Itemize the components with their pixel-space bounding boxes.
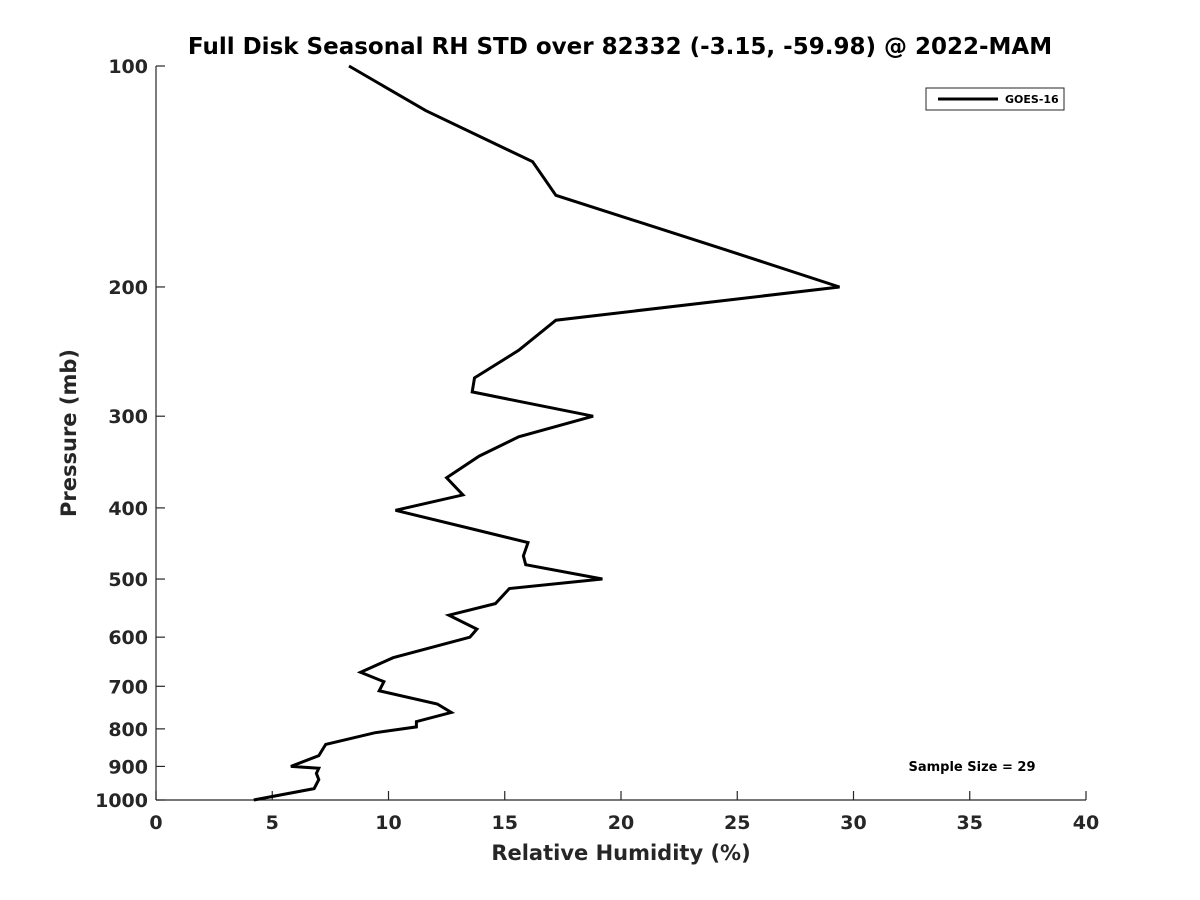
goes-16-series-line <box>253 64 840 802</box>
y-tick-label: 600 <box>108 627 148 649</box>
y-tick-label: 100 <box>108 56 148 78</box>
y-tick-label: 1000 <box>95 790 148 812</box>
y-tick-label: 800 <box>108 719 148 741</box>
chart-title: Full Disk Seasonal RH STD over 82332 (-3… <box>188 34 1052 60</box>
x-tick-label: 5 <box>266 812 279 834</box>
x-tick-label: 15 <box>492 812 518 834</box>
x-tick-label: 35 <box>957 812 983 834</box>
legend-label-goes-16: GOES-16 <box>1005 93 1059 106</box>
y-tick-label: 300 <box>108 406 148 428</box>
y-tick-label: 400 <box>108 498 148 520</box>
legend: GOES-16 <box>925 87 1065 111</box>
y-tick-label: 900 <box>108 756 148 778</box>
y-tick-label: 200 <box>108 277 148 299</box>
x-tick-label: 25 <box>724 812 750 834</box>
y-tick-group: 100 200 300 400 500 600 700 800 900 1000 <box>95 56 165 812</box>
x-tick-label: 20 <box>608 812 634 834</box>
sample-size-annotation: Sample Size = 29 <box>908 760 1035 775</box>
x-tick-group: 0 5 10 15 20 25 30 35 40 <box>149 791 1099 834</box>
x-axis-label: Relative Humidity (%) <box>491 841 750 865</box>
x-tick-label: 30 <box>840 812 866 834</box>
y-tick-label: 500 <box>108 569 148 591</box>
y-axis-label: Pressure (mb) <box>57 349 81 517</box>
x-tick-label: 10 <box>375 812 401 834</box>
x-tick-label: 40 <box>1073 812 1099 834</box>
x-tick-label: 0 <box>149 812 162 834</box>
y-tick-label: 700 <box>108 676 148 698</box>
